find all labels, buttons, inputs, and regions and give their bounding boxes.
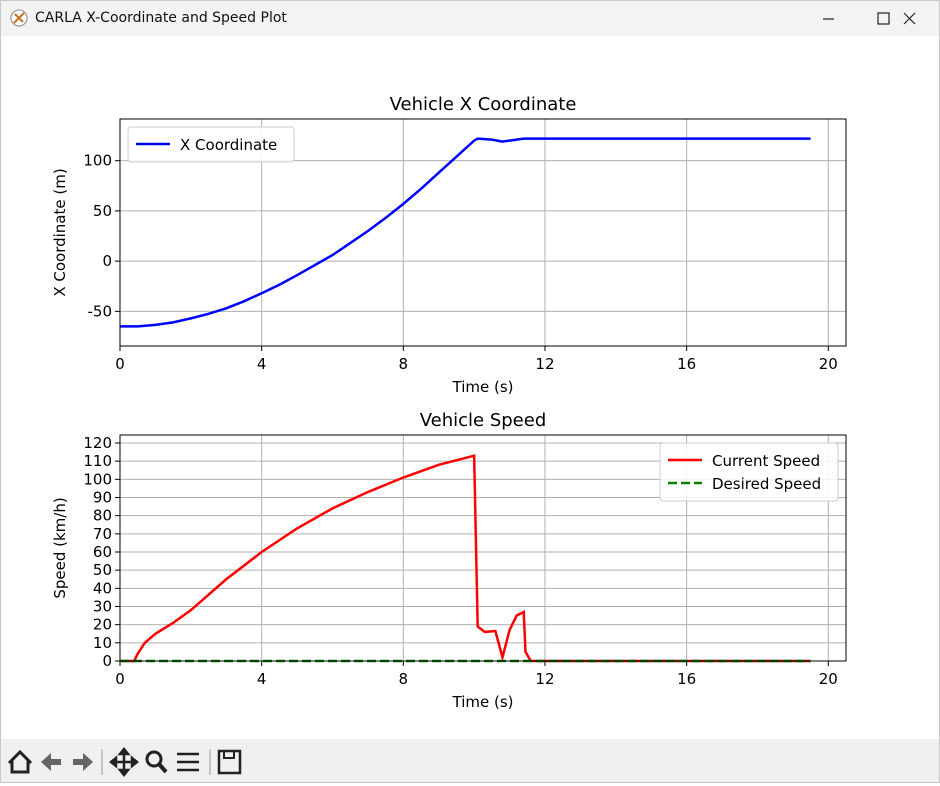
data-line — [120, 454, 811, 663]
save-button[interactable] — [217, 749, 242, 775]
y-tick-label: 110 — [83, 452, 112, 470]
app-icon — [10, 9, 28, 27]
y-tick-label: 40 — [93, 579, 112, 597]
forward-button[interactable] — [73, 753, 93, 771]
legend-label: Desired Speed — [712, 475, 821, 493]
x-axis-label: Time (s) — [452, 378, 514, 396]
x-tick-label: 12 — [535, 670, 554, 688]
chart-title: Vehicle X Coordinate — [390, 94, 577, 115]
axes-frame — [119, 118, 847, 347]
title-bar: CARLA X-Coordinate and Speed Plot — [1, 1, 939, 36]
x-tick-label: 16 — [677, 670, 696, 688]
y-tick-label: 50 — [93, 561, 112, 579]
y-tick-label: 30 — [93, 597, 112, 615]
y-tick-label: 60 — [93, 543, 112, 561]
legend-label: X Coordinate — [180, 136, 277, 154]
y-tick-label: 90 — [93, 488, 112, 506]
home-button[interactable] — [7, 749, 33, 774]
x-tick-label: 20 — [819, 670, 838, 688]
x-axis-label: Time (s) — [452, 693, 514, 711]
toolbar — [1, 739, 939, 782]
x-tick-label: 4 — [257, 355, 267, 373]
y-tick-label: 20 — [93, 616, 112, 634]
y-tick-label: 0 — [102, 652, 112, 670]
x-tick-label: 16 — [677, 355, 696, 373]
legend-box — [127, 126, 295, 163]
chart-title: Vehicle Speed — [420, 410, 547, 431]
y-axis-label: X Coordinate (m) — [51, 168, 69, 296]
axes-frame — [119, 434, 847, 662]
x-tick-label: 4 — [257, 670, 267, 688]
x-tick-label: 0 — [115, 355, 125, 373]
configure-button[interactable] — [177, 752, 199, 772]
y-tick-label: -50 — [88, 302, 113, 320]
y-tick-label: 80 — [93, 507, 112, 525]
y-tick-label: 10 — [93, 634, 112, 652]
window-title: CARLA X-Coordinate and Speed Plot — [35, 10, 287, 26]
toolbar-icons — [7, 746, 242, 778]
x-tick-label: 20 — [819, 355, 838, 373]
x-tick-label: 8 — [399, 355, 409, 373]
y-tick-label: 120 — [83, 434, 112, 452]
back-button[interactable] — [41, 753, 61, 771]
y-tick-label: 70 — [93, 525, 112, 543]
zoom-button[interactable] — [145, 750, 163, 768]
close-button[interactable] — [903, 12, 916, 25]
legend-box — [659, 442, 839, 502]
y-axis-label: Speed (km/h) — [51, 497, 69, 598]
window-controls — [823, 12, 916, 25]
y-tick-label: 0 — [102, 252, 112, 270]
maximize-button[interactable] — [877, 12, 890, 25]
pan-button[interactable] — [108, 746, 140, 778]
legend-label: Current Speed — [712, 452, 820, 470]
data-line — [120, 137, 811, 328]
y-tick-label: 50 — [93, 202, 112, 220]
x-tick-label: 12 — [535, 355, 554, 373]
y-tick-label: 100 — [83, 470, 112, 488]
x-tick-label: 0 — [115, 670, 125, 688]
x-tick-label: 8 — [399, 670, 409, 688]
y-tick-label: 100 — [83, 152, 112, 170]
